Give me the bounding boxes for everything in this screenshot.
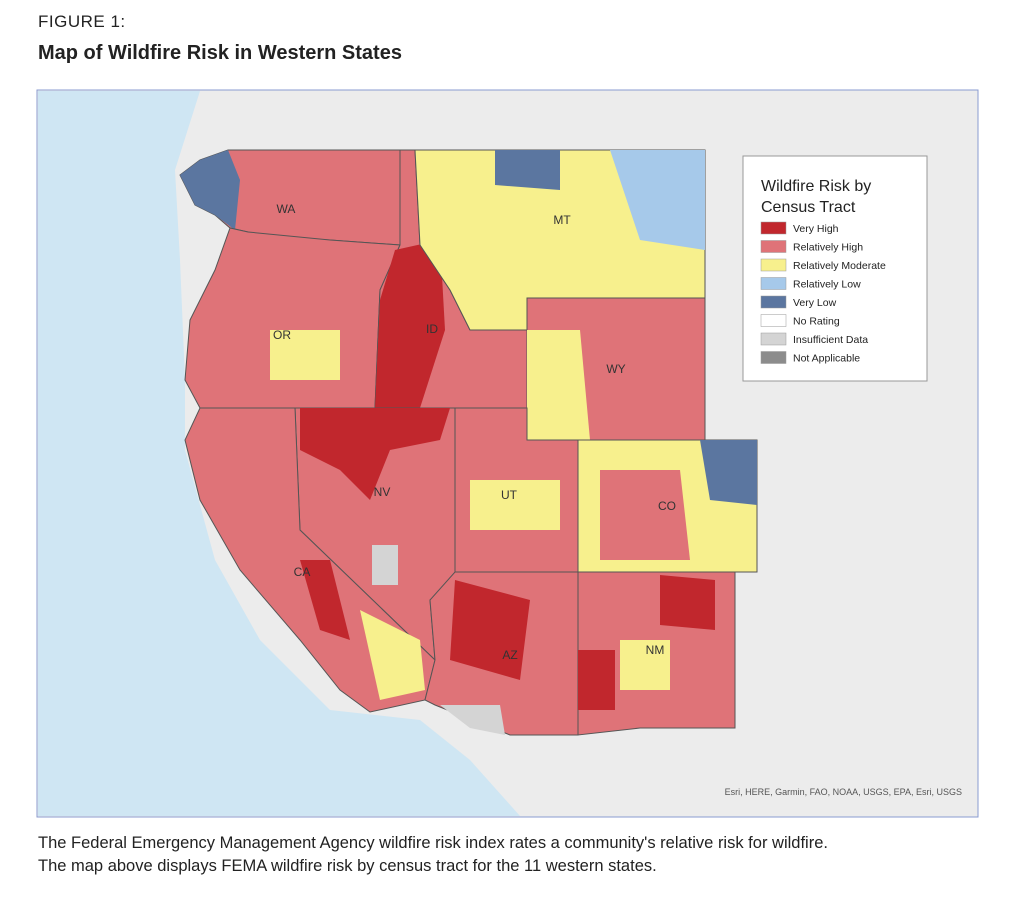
legend-label: Not Applicable [793,353,860,365]
map: WA OR ID MT WY NV CA UT CO AZ NM Esri, H… [36,89,979,818]
state-label: WA [277,202,296,216]
region [375,240,445,408]
figure-label: FIGURE 1: [38,12,126,31]
state-label: OR [273,328,291,342]
figure-title: Map of Wildfire Risk in Western States [38,42,402,64]
legend-label: Relatively Low [793,279,861,291]
region [300,408,450,500]
caption: The Federal Emergency Management Agency … [38,832,828,878]
caption-line: The map above displays FEMA wildfire ris… [38,857,657,875]
legend-label: Very Low [793,297,837,309]
state-label: ID [426,322,438,336]
region [360,610,425,700]
state-label: MT [553,213,571,227]
region [180,150,240,230]
state-label: UT [501,488,518,502]
region [600,470,690,560]
legend-swatch [760,314,787,327]
legend-label: Insufficient Data [793,334,868,346]
region [470,480,560,530]
legend-label: Relatively High [793,242,863,254]
legend-title: Census Tract [761,199,856,216]
legend-title: Wildfire Risk by [761,178,871,195]
legend-swatch [760,277,787,290]
legend-swatch [760,258,787,272]
states [179,149,758,736]
attribution: Esri, HERE, Garmin, FAO, NOAA, USGS, EPA… [725,787,962,797]
region [440,705,505,735]
region [300,560,350,640]
region [660,575,715,630]
legend-label: Relatively Moderate [793,260,886,272]
ocean [38,91,520,816]
region [620,640,670,690]
state-label: NM [646,643,665,657]
region [578,650,615,710]
legend: Wildfire Risk by Census Tract Very High Rel… [742,155,928,382]
legend-label: Very High [793,223,839,235]
state-label: AZ [502,648,517,662]
state-label: CA [294,565,311,579]
legend-swatch [760,332,787,346]
state-label: CO [658,499,676,513]
region [700,440,757,505]
region [495,150,560,190]
region [610,150,705,250]
state-label: NV [374,485,391,499]
region [527,330,590,440]
legend-swatch [760,295,787,309]
state-label: WY [606,362,625,376]
legend-swatch [760,240,787,253]
legend-label: No Rating [793,316,840,328]
legend-swatch [760,351,787,364]
region [450,580,530,680]
caption-line: The Federal Emergency Management Agency … [38,834,828,852]
region [372,545,398,585]
legend-swatch [760,221,787,235]
region [270,330,340,380]
